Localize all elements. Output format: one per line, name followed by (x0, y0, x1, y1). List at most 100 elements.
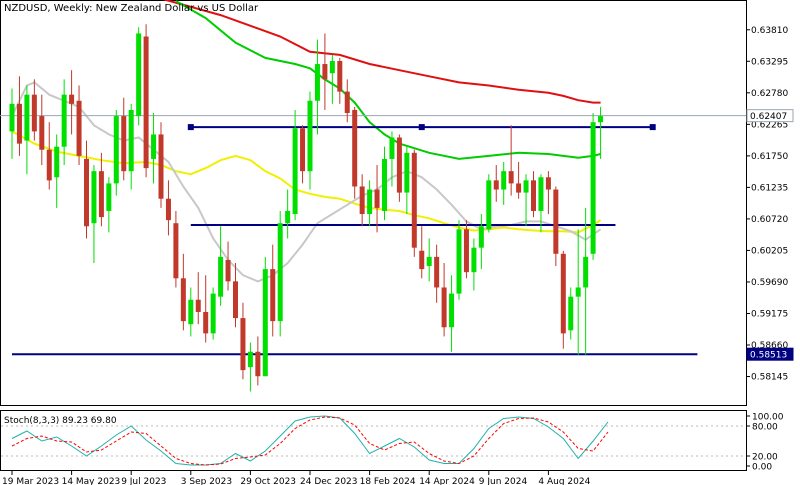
time-tick-label: 19 Mar 2023 (2, 477, 59, 485)
candle-bull (91, 171, 97, 224)
candle-bull (307, 100, 313, 172)
candle-bull (128, 109, 134, 172)
candle-bull (389, 137, 395, 159)
time-tick-label: 3 Sep 2023 (181, 477, 232, 485)
candle-bear (419, 250, 425, 270)
candle-bear (173, 223, 179, 279)
candle-bull (106, 183, 112, 211)
candle-bull (590, 122, 596, 254)
candle-bull (449, 293, 455, 328)
chart-title: NZDUSD, Weekly: New Zealand Dollar vs US… (4, 3, 259, 14)
resistance-handle (649, 124, 656, 131)
candle-bull (151, 134, 157, 159)
stochastic-tick-label: 0.00 (752, 463, 772, 473)
candle-bull (486, 180, 492, 230)
price-tick-label: 0.63295 (751, 57, 788, 67)
candle-bear (322, 64, 328, 80)
candle-bull (277, 223, 283, 322)
price-tick-label: 0.59690 (751, 278, 788, 288)
candles (9, 24, 604, 392)
candle-bear (411, 152, 417, 248)
candle-bull (61, 94, 67, 147)
candle-bull (210, 293, 216, 334)
candle-bear (158, 134, 164, 199)
stochastic-tick-label: 20.00 (752, 453, 778, 463)
candle-bull (382, 158, 387, 211)
candle-bull (501, 171, 507, 190)
candle-bull (426, 256, 432, 267)
candle-bull (329, 60, 335, 74)
candle-bear (165, 198, 171, 221)
price-tick-label: 0.60205 (751, 246, 788, 256)
candle-bear (396, 137, 402, 193)
candle-bear (233, 281, 238, 319)
candle-bull (54, 146, 60, 178)
candle-bear (545, 177, 551, 190)
candle-bear (337, 60, 343, 92)
time-tick-label: 18 Feb 2024 (360, 477, 416, 485)
time-tick-label: 29 Oct 2023 (240, 477, 296, 485)
candle-bear (46, 149, 52, 181)
candle-bear (516, 183, 522, 193)
candle-bull (456, 229, 462, 294)
candle-bull (404, 152, 410, 193)
price-tick-label: 0.63810 (751, 26, 788, 36)
horizontal-lines (0, 115, 746, 356)
candle-bear (180, 278, 186, 322)
candle-bear (553, 189, 559, 254)
candle-bear (31, 94, 37, 132)
candle-bear (508, 171, 514, 184)
candle-bull (598, 116, 604, 123)
candle-bull (367, 189, 373, 215)
candle-bear (374, 189, 380, 208)
price-tick-label: 0.58145 (751, 373, 788, 383)
time-tick-label: 4 Aug 2024 (538, 477, 590, 485)
price-tick-label: 0.62780 (751, 89, 788, 99)
candle-bear (352, 109, 358, 187)
candle-bull (314, 64, 320, 101)
candle-bull (113, 116, 119, 184)
candle-bear (441, 287, 447, 328)
candle-bear (493, 180, 499, 190)
candle-bull (292, 128, 298, 215)
current-price-label: 0.62407 (750, 112, 787, 122)
time-tick-label: 14 May 2023 (62, 477, 121, 485)
candle-bull (247, 351, 253, 368)
stochastic-tick-label: 100.00 (752, 413, 784, 423)
candle-bull (471, 247, 477, 273)
time-axis: 19 Mar 2023 14 May 2023 9 Jul 2023 3 Sep 20… (2, 471, 591, 485)
resistance-handle (418, 124, 425, 131)
candle-bear (463, 229, 469, 273)
candle-bull (218, 256, 224, 297)
support-price-badge (746, 347, 794, 361)
candle-bear (344, 91, 350, 114)
current-price-badge (746, 109, 794, 123)
moving-average-green (175, 0, 601, 160)
stochastic-main-line (11, 415, 609, 466)
price-axis: 0.63810 0.63295 0.62780 0.62265 0.61750 0.612… (746, 26, 788, 383)
time-tick-label: 9 Jun 2024 (479, 477, 528, 485)
candle-bear (195, 299, 201, 312)
candle-bear (121, 116, 127, 172)
price-tick-label: 0.58660 (751, 341, 788, 351)
time-tick-label: 9 Jul 2023 (121, 477, 166, 485)
time-tick-label: 14 Apr 2024 (419, 477, 475, 485)
main-pane: 0.63810 0.63295 0.62780 0.62265 0.61750 0.612… (0, 0, 794, 406)
candle-bear (434, 256, 440, 288)
candle-bear (225, 259, 231, 282)
candle-bear (203, 311, 209, 334)
price-tick-label: 0.61235 (751, 183, 788, 193)
candle-bull (538, 177, 544, 211)
candle-bear (531, 180, 536, 211)
price-tick-label: 0.60720 (751, 215, 788, 225)
candle-bear (359, 186, 365, 215)
time-tick-label: 24 Dec 2023 (300, 477, 358, 485)
candle-bull (136, 33, 142, 117)
price-tick-label: 0.59175 (751, 309, 788, 319)
candle-bear (300, 128, 306, 172)
candle-bull (188, 299, 194, 325)
stochastic-pane-frame (0, 410, 747, 471)
